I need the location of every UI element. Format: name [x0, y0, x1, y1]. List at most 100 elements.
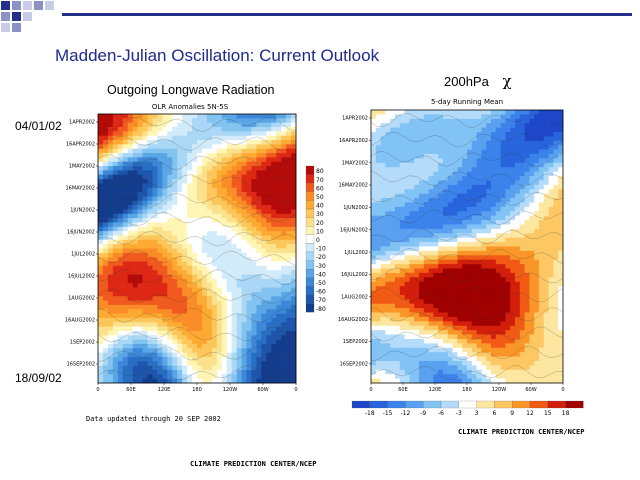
olr-cell [201, 166, 208, 171]
olr-cell [226, 187, 232, 193]
olr-cell [246, 369, 252, 375]
olr-cell [107, 218, 114, 223]
chi-cell [423, 123, 429, 128]
chi-cell [438, 167, 444, 172]
olr-cell [132, 222, 138, 228]
chi-cell [534, 290, 540, 296]
chi-credit: CLIMATE PREDICTION CENTER/NCEP [458, 428, 585, 436]
chi-cell [452, 360, 458, 366]
chi-cell [505, 356, 511, 362]
chi-cell [457, 312, 463, 318]
chi-cell [476, 268, 482, 274]
olr-cell [167, 187, 173, 193]
chi-cell [428, 167, 434, 172]
olr-cell [226, 131, 232, 136]
olr-cell [221, 343, 227, 349]
olr-cell [231, 153, 237, 158]
olr-cell [117, 257, 124, 262]
olr-cell [142, 283, 148, 288]
chi-cell [510, 215, 516, 221]
olr-cell [197, 313, 203, 319]
chi-cell [529, 202, 535, 208]
olr-contour-line [97, 327, 297, 343]
chi-cell [495, 338, 501, 344]
olr-cell [281, 339, 287, 345]
olr-cell [192, 244, 198, 249]
olr-cell [276, 339, 282, 345]
olr-cell [221, 291, 227, 297]
chi-cell [447, 334, 453, 340]
olr-cell [177, 252, 183, 258]
chi-cell [419, 237, 425, 243]
olr-cell [157, 170, 163, 176]
olr-cell [201, 231, 208, 236]
chi-cell [409, 321, 415, 327]
olr-cell [201, 114, 208, 119]
olr-cell [236, 300, 242, 306]
olr-cell [216, 153, 223, 158]
olr-cell [291, 274, 297, 280]
olr-cell [192, 296, 198, 301]
olr-cell [172, 192, 178, 197]
olr-cell [291, 374, 297, 379]
olr-cell [276, 157, 282, 163]
olr-cell [216, 374, 223, 379]
chi-cell [500, 343, 506, 349]
chi-cell [534, 184, 540, 190]
olr-cell [112, 140, 119, 145]
olr-cell [137, 205, 143, 210]
chi-cell [495, 158, 501, 164]
chi-cell [519, 272, 525, 278]
chi-cell [395, 325, 401, 331]
olr-cell [266, 356, 272, 362]
chi-cell [409, 118, 415, 124]
olr-cell [197, 122, 203, 128]
olr-cell [112, 226, 119, 232]
olr-cell [162, 200, 168, 206]
chi-cell [385, 312, 391, 318]
chi-cell [423, 356, 429, 362]
chi-cell [553, 334, 559, 340]
chi-cell [486, 136, 492, 142]
olr-cell [132, 300, 138, 306]
olr-cell [221, 365, 227, 371]
olr-cell [231, 118, 237, 123]
chi-cell [467, 162, 473, 168]
chi-cell [371, 334, 377, 340]
olr-cell [286, 283, 292, 288]
chi-cell [500, 118, 506, 124]
olr-cell [132, 274, 138, 280]
chi-cell [395, 202, 401, 208]
olr-cell [197, 183, 203, 189]
chi-cell [447, 198, 453, 203]
olr-cell [241, 213, 247, 219]
chi-caption: 200hPa χ [444, 72, 512, 90]
chi-cell [428, 149, 434, 155]
chi-cell [534, 198, 540, 203]
chi-cell [404, 360, 410, 366]
olr-cell [177, 326, 183, 332]
olr-cell [112, 135, 119, 141]
olr-cell [231, 248, 237, 254]
olr-cell [147, 135, 153, 141]
chi-cell [462, 272, 468, 278]
olr-cell [251, 166, 257, 171]
chi-cell [510, 206, 516, 212]
chi-cell [380, 224, 386, 230]
olr-cell [157, 213, 163, 219]
olr-cell [117, 166, 124, 171]
chi-cell [428, 110, 434, 115]
olr-cell [112, 270, 119, 275]
olr-cell [157, 131, 163, 136]
chi-cell [423, 308, 429, 313]
chi-cell [438, 308, 444, 313]
chi-cell [371, 255, 377, 261]
olr-cell [266, 174, 272, 180]
olr-cell [256, 213, 262, 219]
olr-cell [182, 148, 188, 154]
chi-cell [505, 250, 511, 256]
olr-cell [211, 148, 218, 154]
chi-cell [428, 140, 434, 146]
chi-cell [515, 316, 521, 322]
chi-cell [543, 374, 549, 379]
